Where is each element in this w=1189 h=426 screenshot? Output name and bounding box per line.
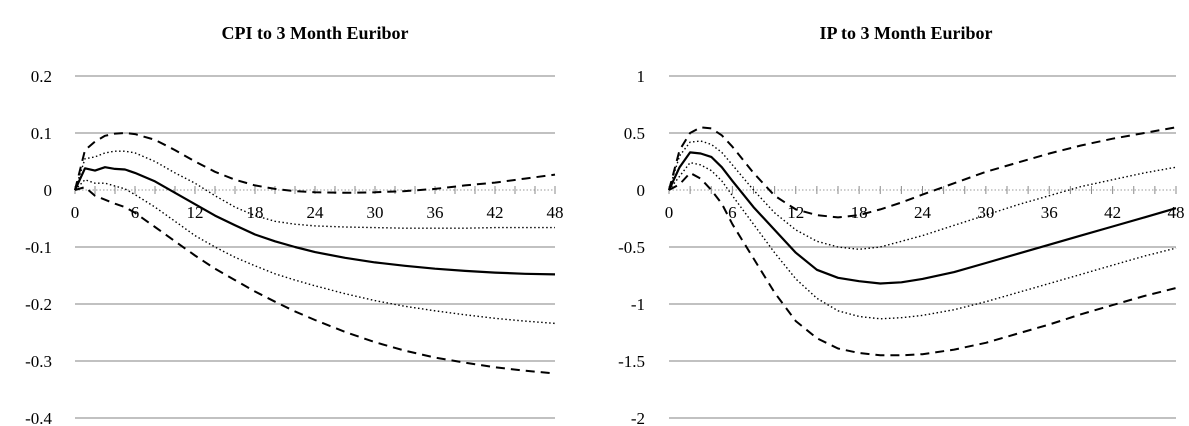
chart-title: IP to 3 Month Euribor bbox=[819, 23, 992, 43]
x-tick-label: 42 bbox=[1104, 203, 1121, 222]
x-tick-label: 30 bbox=[367, 203, 384, 222]
y-tick-label: 1 bbox=[637, 67, 646, 86]
series-line-dashed-4 bbox=[74, 186, 556, 375]
x-tick-label: 48 bbox=[547, 203, 564, 222]
x-tick-label: 30 bbox=[977, 203, 994, 222]
series-line-dashed-3 bbox=[74, 132, 556, 194]
chart-ip-to-euribor: IP to 3 Month Euribor 1 0.5 0 -0.5 -1 -1.5 -2 0… bbox=[618, 23, 1184, 426]
y-tick-label: -0.1 bbox=[25, 238, 52, 257]
y-tick-label: -0.3 bbox=[25, 352, 52, 371]
y-tick-label: 0 bbox=[637, 181, 646, 200]
y-tick-label: -0.4 bbox=[25, 409, 52, 426]
x-tick-label: 0 bbox=[665, 203, 674, 222]
y-tick-label: 0.5 bbox=[624, 124, 645, 143]
y-tick-label: -2 bbox=[631, 409, 645, 426]
series-line-solid-0 bbox=[668, 151, 1177, 285]
x-tick-label: 18 bbox=[851, 203, 868, 222]
series-line-dotted-2 bbox=[74, 179, 556, 325]
y-tick-label: -1.5 bbox=[618, 352, 645, 371]
series-line-dashed-4 bbox=[668, 171, 1177, 357]
x-tick-label: 12 bbox=[187, 203, 204, 222]
chart-cpi-to-euribor: CPI to 3 Month Euribor 0.2 0.1 0 -0.1 -0.2 -0… bbox=[25, 23, 563, 426]
y-tick-label: 0 bbox=[44, 181, 53, 200]
x-tick-label: 36 bbox=[1041, 203, 1058, 222]
series-line-solid-0 bbox=[74, 166, 556, 276]
x-tick-label: 36 bbox=[427, 203, 444, 222]
y-tick-label: 0.1 bbox=[31, 124, 52, 143]
x-tick-label: 6 bbox=[728, 203, 737, 222]
y-tick-label: -0.5 bbox=[618, 238, 645, 257]
chart-title: CPI to 3 Month Euribor bbox=[221, 23, 408, 43]
y-tick-label: -1 bbox=[631, 295, 645, 314]
series-line-dotted-1 bbox=[74, 150, 555, 229]
y-tick-label: 0.2 bbox=[31, 67, 52, 86]
series-line-dashed-3 bbox=[668, 126, 1177, 219]
series-line-dotted-1 bbox=[668, 140, 1177, 250]
x-tick-label: 42 bbox=[487, 203, 504, 222]
x-tick-label: 48 bbox=[1168, 203, 1185, 222]
y-tick-label: -0.2 bbox=[25, 295, 52, 314]
x-tick-label: 24 bbox=[914, 203, 932, 222]
x-tick-label: 24 bbox=[307, 203, 325, 222]
x-tick-label: 0 bbox=[71, 203, 80, 222]
